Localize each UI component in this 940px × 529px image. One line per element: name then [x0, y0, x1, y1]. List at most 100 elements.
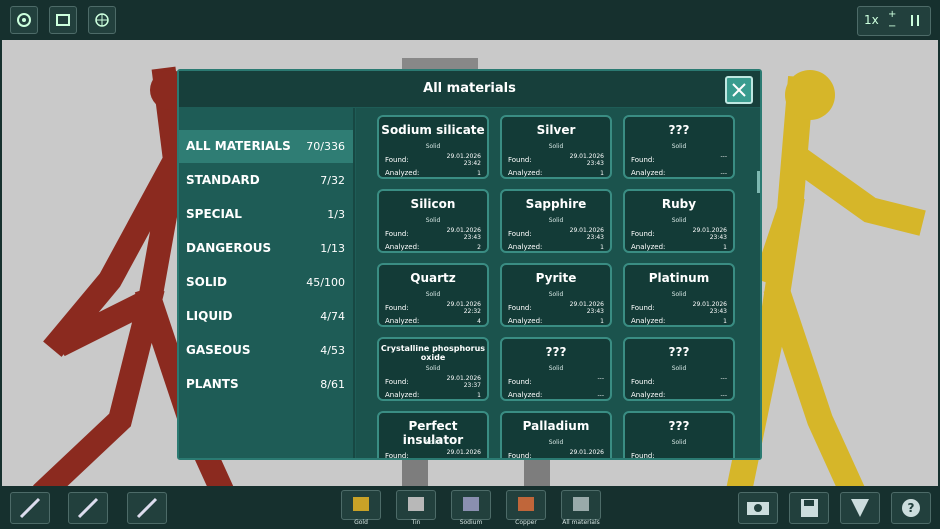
analyzed-value: 1: [723, 244, 727, 251]
material-card[interactable]: Sapphire Solid Found: 29.01.2026 23:43 Analyz…: [500, 189, 612, 253]
found-time: 23:43: [586, 308, 604, 315]
camera-button[interactable]: [738, 492, 778, 524]
category-count: 8/61: [320, 378, 345, 391]
settings-button[interactable]: [10, 6, 38, 34]
found-label: Found:: [385, 304, 409, 312]
analyzed-label: Analyzed:: [631, 391, 666, 399]
analyzed-value: 1: [477, 392, 481, 399]
found-label: Found:: [385, 230, 409, 238]
found-time: 23:43: [709, 234, 727, 241]
analyzed-value: ---: [597, 392, 605, 399]
load-button[interactable]: [840, 492, 880, 524]
speed-down[interactable]: −: [888, 21, 897, 32]
category-item[interactable]: GASEOUS 4/53: [179, 334, 353, 367]
pencil-tool[interactable]: [68, 492, 108, 524]
material-state: Solid: [671, 217, 687, 224]
found-label: Found:: [631, 378, 655, 386]
found-date: 29.01.2026: [569, 227, 604, 234]
material-slot-label: Gold: [354, 519, 368, 526]
analyzed-label: Analyzed:: [631, 243, 666, 251]
material-state: Solid: [425, 217, 441, 224]
category-item[interactable]: SPECIAL 1/3: [179, 198, 353, 231]
found-date: 29.01.2026: [692, 227, 727, 234]
found-label: Found:: [385, 452, 409, 458]
material-state: Solid: [425, 291, 441, 298]
save-button[interactable]: [789, 492, 829, 524]
dialog-title: All materials: [179, 71, 760, 107]
found-time: 23:43: [709, 308, 727, 315]
brush-tool[interactable]: [10, 492, 50, 524]
material-card[interactable]: Platinum Solid Found: 29.01.2026 23:43 Analyz…: [623, 263, 735, 327]
material-card[interactable]: Crystalline phosphorus oxide Solid Found: 2…: [377, 337, 489, 401]
material-name: Perfect insulator: [402, 419, 464, 447]
analyzed-label: Analyzed:: [631, 317, 666, 325]
material-card[interactable]: Pyrite Solid Found: 29.01.2026 23:43 Analyzed…: [500, 263, 612, 327]
material-card[interactable]: Quartz Solid Found: 29.01.2026 22:32 Analyzed…: [377, 263, 489, 327]
category-item[interactable]: SOLID 45/100: [179, 266, 353, 299]
found-date: ---: [720, 153, 728, 160]
help-button[interactable]: ?: [891, 492, 931, 524]
material-card[interactable]: Perfect insulatorSolidFound:29.01.2026An…: [377, 411, 489, 458]
material-card[interactable]: ??? Solid Found: --- Analyzed: ---: [623, 115, 735, 179]
material-name: Silver: [536, 123, 576, 137]
speed-control[interactable]: 1x + −: [857, 6, 931, 36]
material-card[interactable]: Silver Solid Found: 29.01.2026 23:43 Analyzed…: [500, 115, 612, 179]
found-label: Found:: [631, 156, 655, 164]
found-date: ---: [720, 375, 728, 382]
material-card[interactable]: ??? Solid Found: --- Analyzed: ---: [623, 337, 735, 401]
material-slot-label: Sodium: [459, 519, 483, 526]
material-state: Solid: [548, 439, 564, 446]
material-state: Solid: [425, 143, 441, 150]
material-name: Silicon: [410, 197, 456, 211]
analyzed-label: Analyzed:: [385, 317, 420, 325]
found-time: 23:37: [463, 382, 481, 389]
category-count: 4/53: [320, 344, 345, 357]
pause-icon[interactable]: [908, 14, 922, 28]
analyzed-label: Analyzed:: [508, 317, 543, 325]
found-date: 29.01.2026: [446, 301, 481, 308]
material-state: Solid: [671, 365, 687, 372]
material-slot[interactable]: [506, 490, 546, 520]
analyzed-value: ---: [720, 170, 728, 177]
category-name: STANDARD: [186, 173, 260, 187]
material-name: ???: [668, 123, 690, 137]
found-label: Found:: [385, 156, 409, 164]
material-slot[interactable]: [396, 490, 436, 520]
material-slot[interactable]: [341, 490, 381, 520]
category-item[interactable]: STANDARD 7/32: [179, 164, 353, 197]
category-list: ALL MATERIALS 70/336 STANDARD 7/32 SPECIAL 1/…: [179, 108, 355, 458]
material-state: Solid: [548, 365, 564, 372]
category-item[interactable]: PLANTS 8/61: [179, 368, 353, 401]
category-item[interactable]: ALL MATERIALS 70/336: [179, 130, 353, 163]
material-name: Pyrite: [535, 271, 577, 285]
analyzed-label: Analyzed:: [385, 169, 420, 177]
analyzed-label: Analyzed:: [385, 391, 420, 399]
material-card[interactable]: ??? Solid Found: --- Analyzed: ---: [500, 337, 612, 401]
speed-label: 1x: [864, 13, 879, 27]
material-name: Quartz: [410, 271, 456, 285]
category-item[interactable]: LIQUID 4/74: [179, 300, 353, 333]
spray-tool[interactable]: [127, 492, 167, 524]
found-time: 23:42: [463, 160, 481, 167]
category-item[interactable]: DANGEROUS 1/13: [179, 232, 353, 265]
close-button[interactable]: [725, 76, 753, 104]
material-slot[interactable]: [451, 490, 491, 520]
image-button[interactable]: [49, 6, 77, 34]
found-time: 23:43: [586, 234, 604, 241]
material-card[interactable]: Ruby Solid Found: 29.01.2026 23:43 Analyzed: 1: [623, 189, 735, 253]
material-card[interactable]: Sodium silicate Solid Found: 29.01.2026 23:4…: [377, 115, 489, 179]
globe-button[interactable]: [88, 6, 116, 34]
material-name: Sapphire: [525, 197, 587, 211]
material-state: Solid: [425, 439, 441, 446]
material-slot[interactable]: [561, 490, 601, 520]
material-state: Solid: [671, 143, 687, 150]
category-name: DANGEROUS: [186, 241, 272, 255]
scrollbar[interactable]: [757, 171, 760, 193]
material-state: Solid: [548, 291, 564, 298]
found-date: 29.01.2026: [446, 153, 481, 160]
speed-up[interactable]: +: [888, 9, 897, 20]
material-state: Solid: [425, 365, 441, 372]
material-card[interactable]: Silicon Solid Found: 29.01.2026 23:43 Analyze…: [377, 189, 489, 253]
